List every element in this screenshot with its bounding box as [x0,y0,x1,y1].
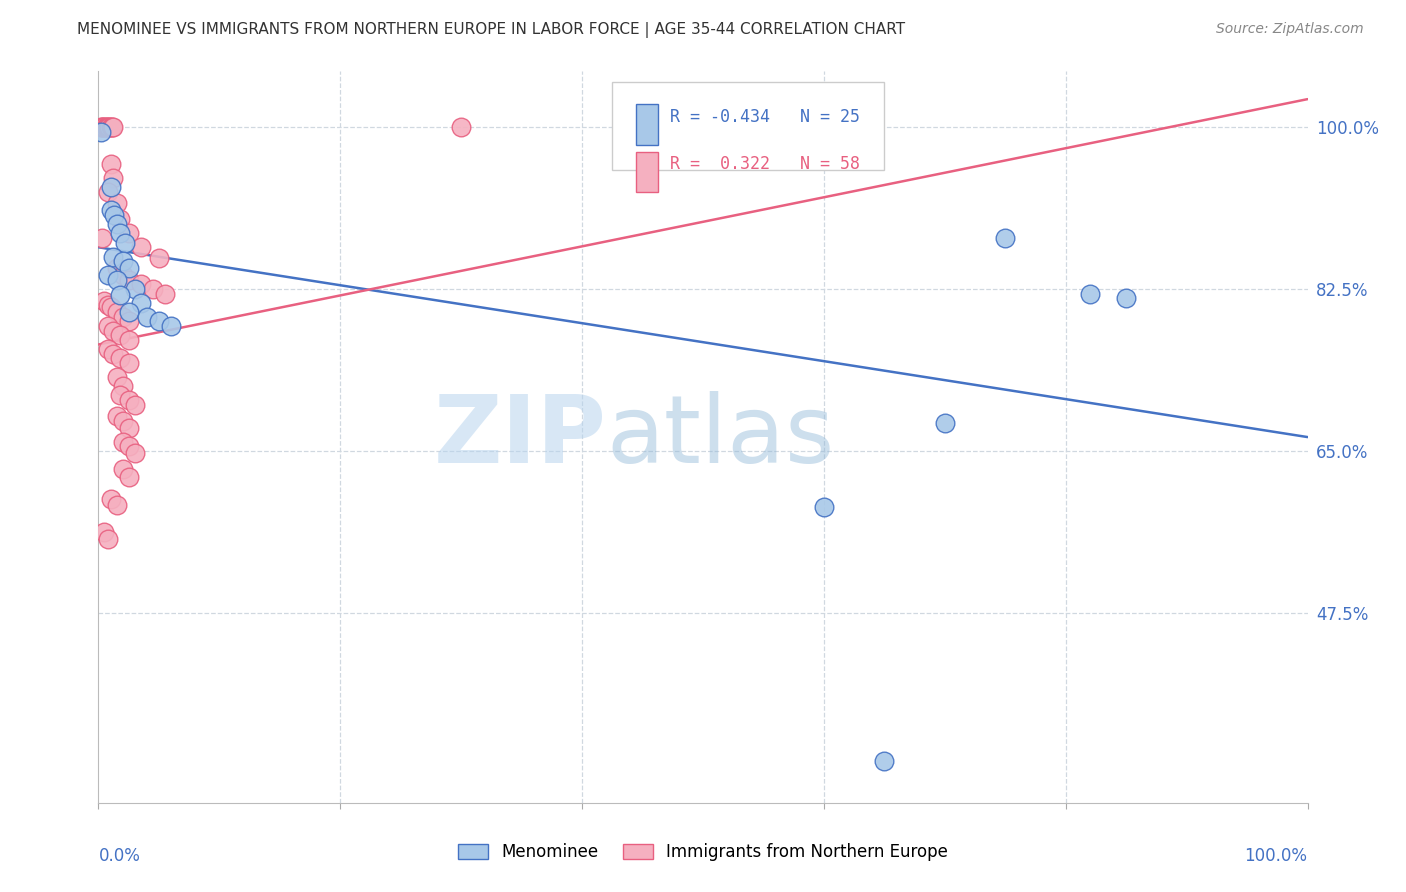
Point [90,124,112,138]
Text: Source: ZipAtlas.com: Source: ZipAtlas.com [1216,22,1364,37]
Point [100,301,122,315]
Point [103,208,125,222]
Point [101,347,124,361]
Point [118,260,141,275]
Point [118,470,141,484]
Point [148,252,170,266]
Point [105,305,128,319]
Point [129,277,152,292]
Point [114,235,136,250]
Point [100,492,122,507]
Point [97,318,120,333]
Point [101,170,124,185]
Point [129,240,152,254]
Point [153,286,176,301]
Point [111,379,134,393]
Point [124,282,146,296]
Point [100,120,122,134]
Bar [637,104,658,145]
Point [93,525,115,540]
Point [111,268,134,282]
Text: 100.0%: 100.0% [1244,847,1308,864]
Point [108,212,131,227]
Point [111,462,134,476]
Point [450,120,472,134]
Point [108,328,131,343]
Point [105,498,128,512]
Point [111,414,134,428]
Point [105,195,128,210]
Point [101,250,124,264]
Point [97,268,120,282]
Point [101,120,124,134]
Point [93,120,115,134]
Point [100,157,122,171]
Text: atlas: atlas [606,391,835,483]
Point [97,298,120,312]
Point [96,120,118,134]
Bar [637,152,658,192]
Point [91,231,114,245]
Point [118,356,141,370]
Point [93,293,115,308]
Point [111,254,134,268]
Point [111,310,134,324]
Point [813,500,835,514]
Point [105,370,128,384]
Point [100,180,122,194]
Point [148,314,170,328]
Point [1115,291,1137,305]
Point [124,398,146,412]
Point [97,185,120,199]
Text: ZIP: ZIP [433,391,606,483]
Y-axis label: In Labor Force | Age 35-44: In Labor Force | Age 35-44 [0,318,8,557]
Point [91,120,114,134]
Point [129,295,152,310]
Point [108,351,131,366]
Point [118,333,141,347]
Point [100,203,122,218]
Point [105,273,128,287]
Point [118,273,141,287]
Point [108,388,131,402]
Point [118,392,141,407]
Point [94,120,117,134]
Point [91,120,114,134]
Text: R =  0.322   N = 58: R = 0.322 N = 58 [671,155,860,173]
Point [90,120,112,134]
Point [118,227,141,241]
Point [873,754,896,768]
Point [118,305,141,319]
Point [994,231,1017,245]
Point [142,282,165,296]
Point [97,120,120,134]
Point [1078,286,1101,301]
Point [934,416,956,430]
Text: R = -0.434   N = 25: R = -0.434 N = 25 [671,108,860,126]
Point [100,120,122,134]
Point [105,409,128,423]
Point [108,227,131,241]
Point [105,217,128,231]
Point [98,120,121,134]
Point [118,421,141,435]
Point [97,342,120,356]
Point [97,532,120,546]
Point [108,288,131,302]
Point [124,446,146,460]
Point [118,314,141,328]
Point [111,434,134,449]
Text: MENOMINEE VS IMMIGRANTS FROM NORTHERN EUROPE IN LABOR FORCE | AGE 35-44 CORRELAT: MENOMINEE VS IMMIGRANTS FROM NORTHERN EU… [77,22,905,38]
Text: 0.0%: 0.0% [98,847,141,864]
Point [101,324,124,338]
Point [118,439,141,453]
Legend: Menominee, Immigrants from Northern Europe: Menominee, Immigrants from Northern Euro… [451,837,955,868]
FancyBboxPatch shape [613,82,884,170]
Point [135,310,157,324]
Point [160,318,183,333]
Point [105,260,128,275]
